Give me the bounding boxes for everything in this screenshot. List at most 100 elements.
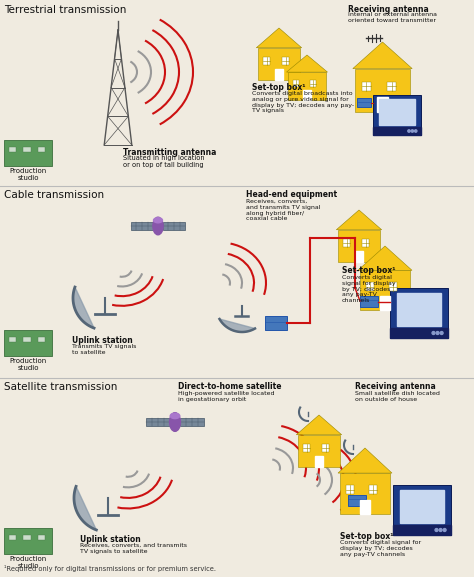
- Bar: [379, 99, 415, 125]
- Polygon shape: [219, 319, 255, 332]
- Text: Uplink station: Uplink station: [72, 336, 133, 345]
- Bar: [180, 418, 204, 426]
- Text: Satellite transmission: Satellite transmission: [4, 382, 118, 392]
- Bar: [9, 147, 17, 152]
- Text: Uplink station: Uplink station: [80, 535, 141, 544]
- Text: Set-top box¹: Set-top box¹: [342, 266, 396, 275]
- Bar: [4, 330, 52, 356]
- Bar: [373, 127, 421, 135]
- Bar: [263, 58, 270, 65]
- Bar: [131, 223, 153, 230]
- Bar: [288, 72, 326, 100]
- Bar: [397, 293, 441, 325]
- Bar: [340, 473, 390, 514]
- Text: Set-top box¹: Set-top box¹: [340, 532, 393, 541]
- Bar: [146, 418, 170, 426]
- Text: ¹Required only for digital transmissions or for premium service.: ¹Required only for digital transmissions…: [4, 565, 216, 572]
- Bar: [37, 534, 46, 540]
- Text: Receives, converts, and transmits
TV signals to satellite: Receives, converts, and transmits TV sig…: [80, 543, 187, 554]
- Bar: [310, 80, 317, 87]
- Circle shape: [440, 332, 443, 335]
- Text: Production
studio: Production studio: [9, 358, 46, 371]
- Polygon shape: [338, 448, 392, 473]
- Polygon shape: [358, 246, 412, 270]
- Text: Transmits TV signals
to satellite: Transmits TV signals to satellite: [72, 344, 137, 355]
- Bar: [373, 95, 421, 135]
- Bar: [369, 485, 377, 494]
- Bar: [298, 434, 340, 467]
- Text: Situated in high location
or on top of tall building: Situated in high location or on top of t…: [123, 155, 205, 168]
- Bar: [303, 444, 310, 452]
- Bar: [362, 239, 370, 246]
- Text: Set-top box¹: Set-top box¹: [252, 83, 306, 92]
- Circle shape: [439, 529, 442, 531]
- Bar: [322, 444, 329, 452]
- Bar: [338, 230, 380, 262]
- Text: Terrestrial transmission: Terrestrial transmission: [4, 5, 127, 15]
- Text: Head-end equipment: Head-end equipment: [246, 190, 337, 199]
- Polygon shape: [256, 28, 301, 48]
- Bar: [357, 98, 371, 107]
- Text: Small satellite dish located
on outside of house: Small satellite dish located on outside …: [355, 391, 440, 402]
- Polygon shape: [296, 415, 342, 434]
- Circle shape: [415, 130, 417, 132]
- Bar: [4, 528, 52, 554]
- Bar: [303, 90, 311, 100]
- Circle shape: [432, 332, 435, 335]
- Bar: [265, 316, 287, 330]
- Bar: [377, 97, 388, 112]
- Bar: [37, 336, 46, 342]
- Polygon shape: [353, 42, 412, 69]
- Text: Receiving antenna: Receiving antenna: [355, 382, 436, 391]
- Bar: [4, 140, 52, 166]
- Bar: [23, 534, 31, 540]
- Text: Converts digital
signal for display
by TV; decodes
any pay-TV
channels: Converts digital signal for display by T…: [342, 275, 396, 303]
- Ellipse shape: [170, 413, 181, 432]
- Polygon shape: [74, 486, 96, 530]
- Circle shape: [411, 130, 413, 132]
- Bar: [37, 147, 46, 152]
- Bar: [360, 296, 378, 307]
- Bar: [362, 81, 371, 91]
- Bar: [275, 69, 283, 80]
- Circle shape: [408, 130, 410, 132]
- Bar: [343, 239, 350, 246]
- Bar: [389, 282, 398, 291]
- Bar: [355, 251, 363, 262]
- Text: Receives, converts,
and transmits TV signal
along hybrid fiber/
coaxial cable: Receives, converts, and transmits TV sig…: [246, 199, 320, 222]
- Circle shape: [435, 529, 438, 531]
- Circle shape: [436, 332, 439, 335]
- Text: Direct-to-home satellite: Direct-to-home satellite: [178, 382, 282, 391]
- Bar: [355, 69, 410, 112]
- Bar: [348, 495, 366, 506]
- Text: Receiving antenna: Receiving antenna: [348, 5, 429, 14]
- Text: Production
studio: Production studio: [9, 168, 46, 181]
- Bar: [393, 525, 451, 535]
- Polygon shape: [337, 210, 382, 230]
- Bar: [315, 456, 323, 467]
- Text: Internal or external antenna
oriented toward transmitter: Internal or external antenna oriented to…: [348, 12, 437, 23]
- Bar: [400, 490, 444, 523]
- Circle shape: [443, 529, 446, 531]
- Ellipse shape: [154, 218, 163, 223]
- Polygon shape: [73, 287, 94, 328]
- Bar: [393, 485, 451, 535]
- Bar: [23, 147, 31, 152]
- Bar: [387, 81, 396, 91]
- Bar: [380, 296, 390, 310]
- Ellipse shape: [170, 413, 180, 418]
- Text: Transmitting antenna: Transmitting antenna: [123, 148, 216, 157]
- Bar: [258, 48, 300, 80]
- Bar: [390, 288, 448, 338]
- Bar: [390, 328, 448, 338]
- Text: High-powered satellite located
in geostationary orbit: High-powered satellite located in geosta…: [178, 391, 274, 402]
- Polygon shape: [286, 55, 328, 72]
- Ellipse shape: [153, 217, 163, 235]
- Bar: [9, 534, 17, 540]
- Bar: [366, 282, 374, 291]
- Bar: [346, 485, 355, 494]
- Text: Converts digital signal for
display by TV; decodes
any pay-TV channels: Converts digital signal for display by T…: [340, 540, 421, 557]
- Text: Production
studio: Production studio: [9, 556, 46, 569]
- Bar: [163, 223, 185, 230]
- Bar: [292, 80, 299, 87]
